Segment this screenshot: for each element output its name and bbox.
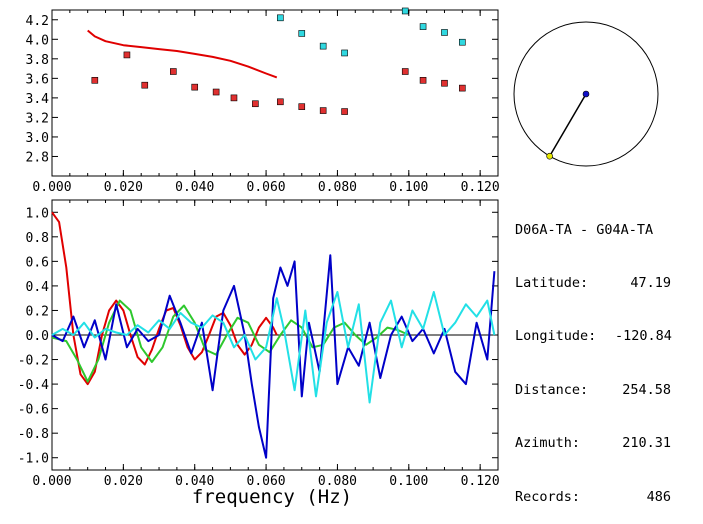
series-line-cyan	[51, 291, 496, 404]
data-point	[459, 38, 466, 46]
info-row-longitude: Longitude: -120.84	[515, 328, 672, 346]
y-tick-label: -0.2	[18, 354, 49, 369]
x-tick-label: 0.080	[318, 474, 357, 489]
x-axis-label: frequency (Hz)	[192, 486, 352, 508]
info-value: -120.84	[615, 328, 672, 345]
data-point	[341, 108, 348, 115]
data-point	[341, 49, 348, 57]
y-tick-label: -1.0	[18, 452, 49, 467]
data-point	[277, 98, 284, 106]
data-point	[441, 79, 448, 87]
map-circle	[513, 21, 659, 167]
data-point	[419, 23, 427, 30]
dispersion-chart: 0.000 0.020 0.040 0.060 0.080 0.100 0.120 2.8 3.…	[26, 7, 500, 195]
series-line-red	[51, 211, 278, 386]
x-tick-label: 0.100	[389, 474, 428, 489]
y-tick-label: 0.2	[26, 304, 49, 319]
y-tick-label: 3.0	[26, 131, 49, 146]
info-value: 254.58	[622, 381, 671, 398]
y-tick-label: 0.4	[26, 280, 50, 295]
info-key: Azimuth:	[515, 435, 581, 452]
data-point	[298, 30, 306, 37]
data-point	[170, 68, 177, 75]
x-tick-label: 0.100	[389, 180, 428, 195]
x-tick-label: 0.120	[461, 474, 500, 489]
data-point	[319, 42, 327, 50]
x-tick-label: 0.080	[318, 180, 357, 195]
x-tick-label: 0.040	[175, 180, 214, 195]
y-tick-label: 0.6	[26, 255, 49, 270]
y-tick-label: 3.8	[26, 53, 49, 68]
data-point	[141, 81, 149, 89]
y-tick-label: 3.6	[26, 72, 49, 87]
coherency-chart: 0.000 0.020 0.040 0.060 0.080 0.100 0.120 1.0 0.…	[18, 199, 500, 489]
y-tick-label: 3.2	[26, 111, 49, 126]
series-line-red	[87, 29, 278, 79]
y-tick-label: 2.8	[26, 150, 49, 165]
data-point	[277, 14, 284, 22]
info-key: Latitude:	[515, 274, 589, 291]
y-tick-label: 0.8	[26, 231, 49, 246]
data-point	[319, 107, 327, 114]
info-value: 486	[646, 488, 671, 505]
info-row-distance: Distance: 254.58	[515, 382, 671, 400]
x-tick-label: 0.060	[247, 474, 286, 489]
y-tick-label: 0.0	[26, 329, 49, 344]
y-tick-label: -0.4	[18, 378, 49, 393]
series-line-blue	[51, 254, 496, 459]
info-row-azimuth: Azimuth: 210.31	[515, 435, 671, 453]
y-tick-label: 4.2	[26, 14, 49, 29]
y-tick-label: 1.0	[26, 206, 49, 221]
data-point	[401, 7, 409, 15]
data-point	[123, 51, 131, 59]
x-tick-label: 0.040	[175, 474, 214, 489]
info-row-latitude: Latitude: 47.19	[515, 275, 671, 293]
info-key: Records:	[515, 488, 581, 505]
info-key: Longitude:	[515, 328, 597, 345]
station-pair-title: D06A-TA - G04A-TA	[515, 221, 654, 238]
data-point	[230, 94, 238, 102]
info-row-records: Records: 486	[515, 489, 671, 507]
station-info: D06A-TA - G04A-TA Latitude: 47.19 Longit…	[515, 186, 672, 524]
data-point	[419, 77, 427, 84]
x-tick-label: 0.020	[104, 180, 143, 195]
x-tick-label: 0.020	[104, 474, 143, 489]
data-point	[91, 77, 99, 84]
x-tick-label: 0.060	[247, 180, 286, 195]
y-tick-label: 3.4	[26, 92, 50, 107]
azimuth-map	[513, 21, 659, 167]
station-marker-blue	[582, 90, 590, 98]
x-tick-label: 0.000	[32, 474, 71, 489]
azimuth-line	[549, 93, 587, 157]
data-point	[441, 29, 448, 36]
plot-frame	[51, 9, 499, 177]
info-value: 210.31	[622, 435, 671, 452]
x-tick-label: 0.000	[32, 180, 71, 195]
x-tick-label: 0.120	[461, 180, 500, 195]
data-point	[298, 103, 306, 110]
info-value: 47.19	[630, 274, 671, 291]
y-tick-label: -0.6	[18, 403, 49, 418]
data-point	[252, 100, 259, 108]
data-point	[459, 84, 466, 92]
data-point	[212, 88, 220, 96]
info-key: Distance:	[515, 381, 589, 398]
station-marker-yellow	[546, 152, 553, 160]
y-tick-label: -0.8	[18, 427, 49, 442]
y-tick-label: 4.0	[26, 33, 49, 48]
data-point	[191, 83, 199, 91]
data-point	[401, 68, 409, 75]
